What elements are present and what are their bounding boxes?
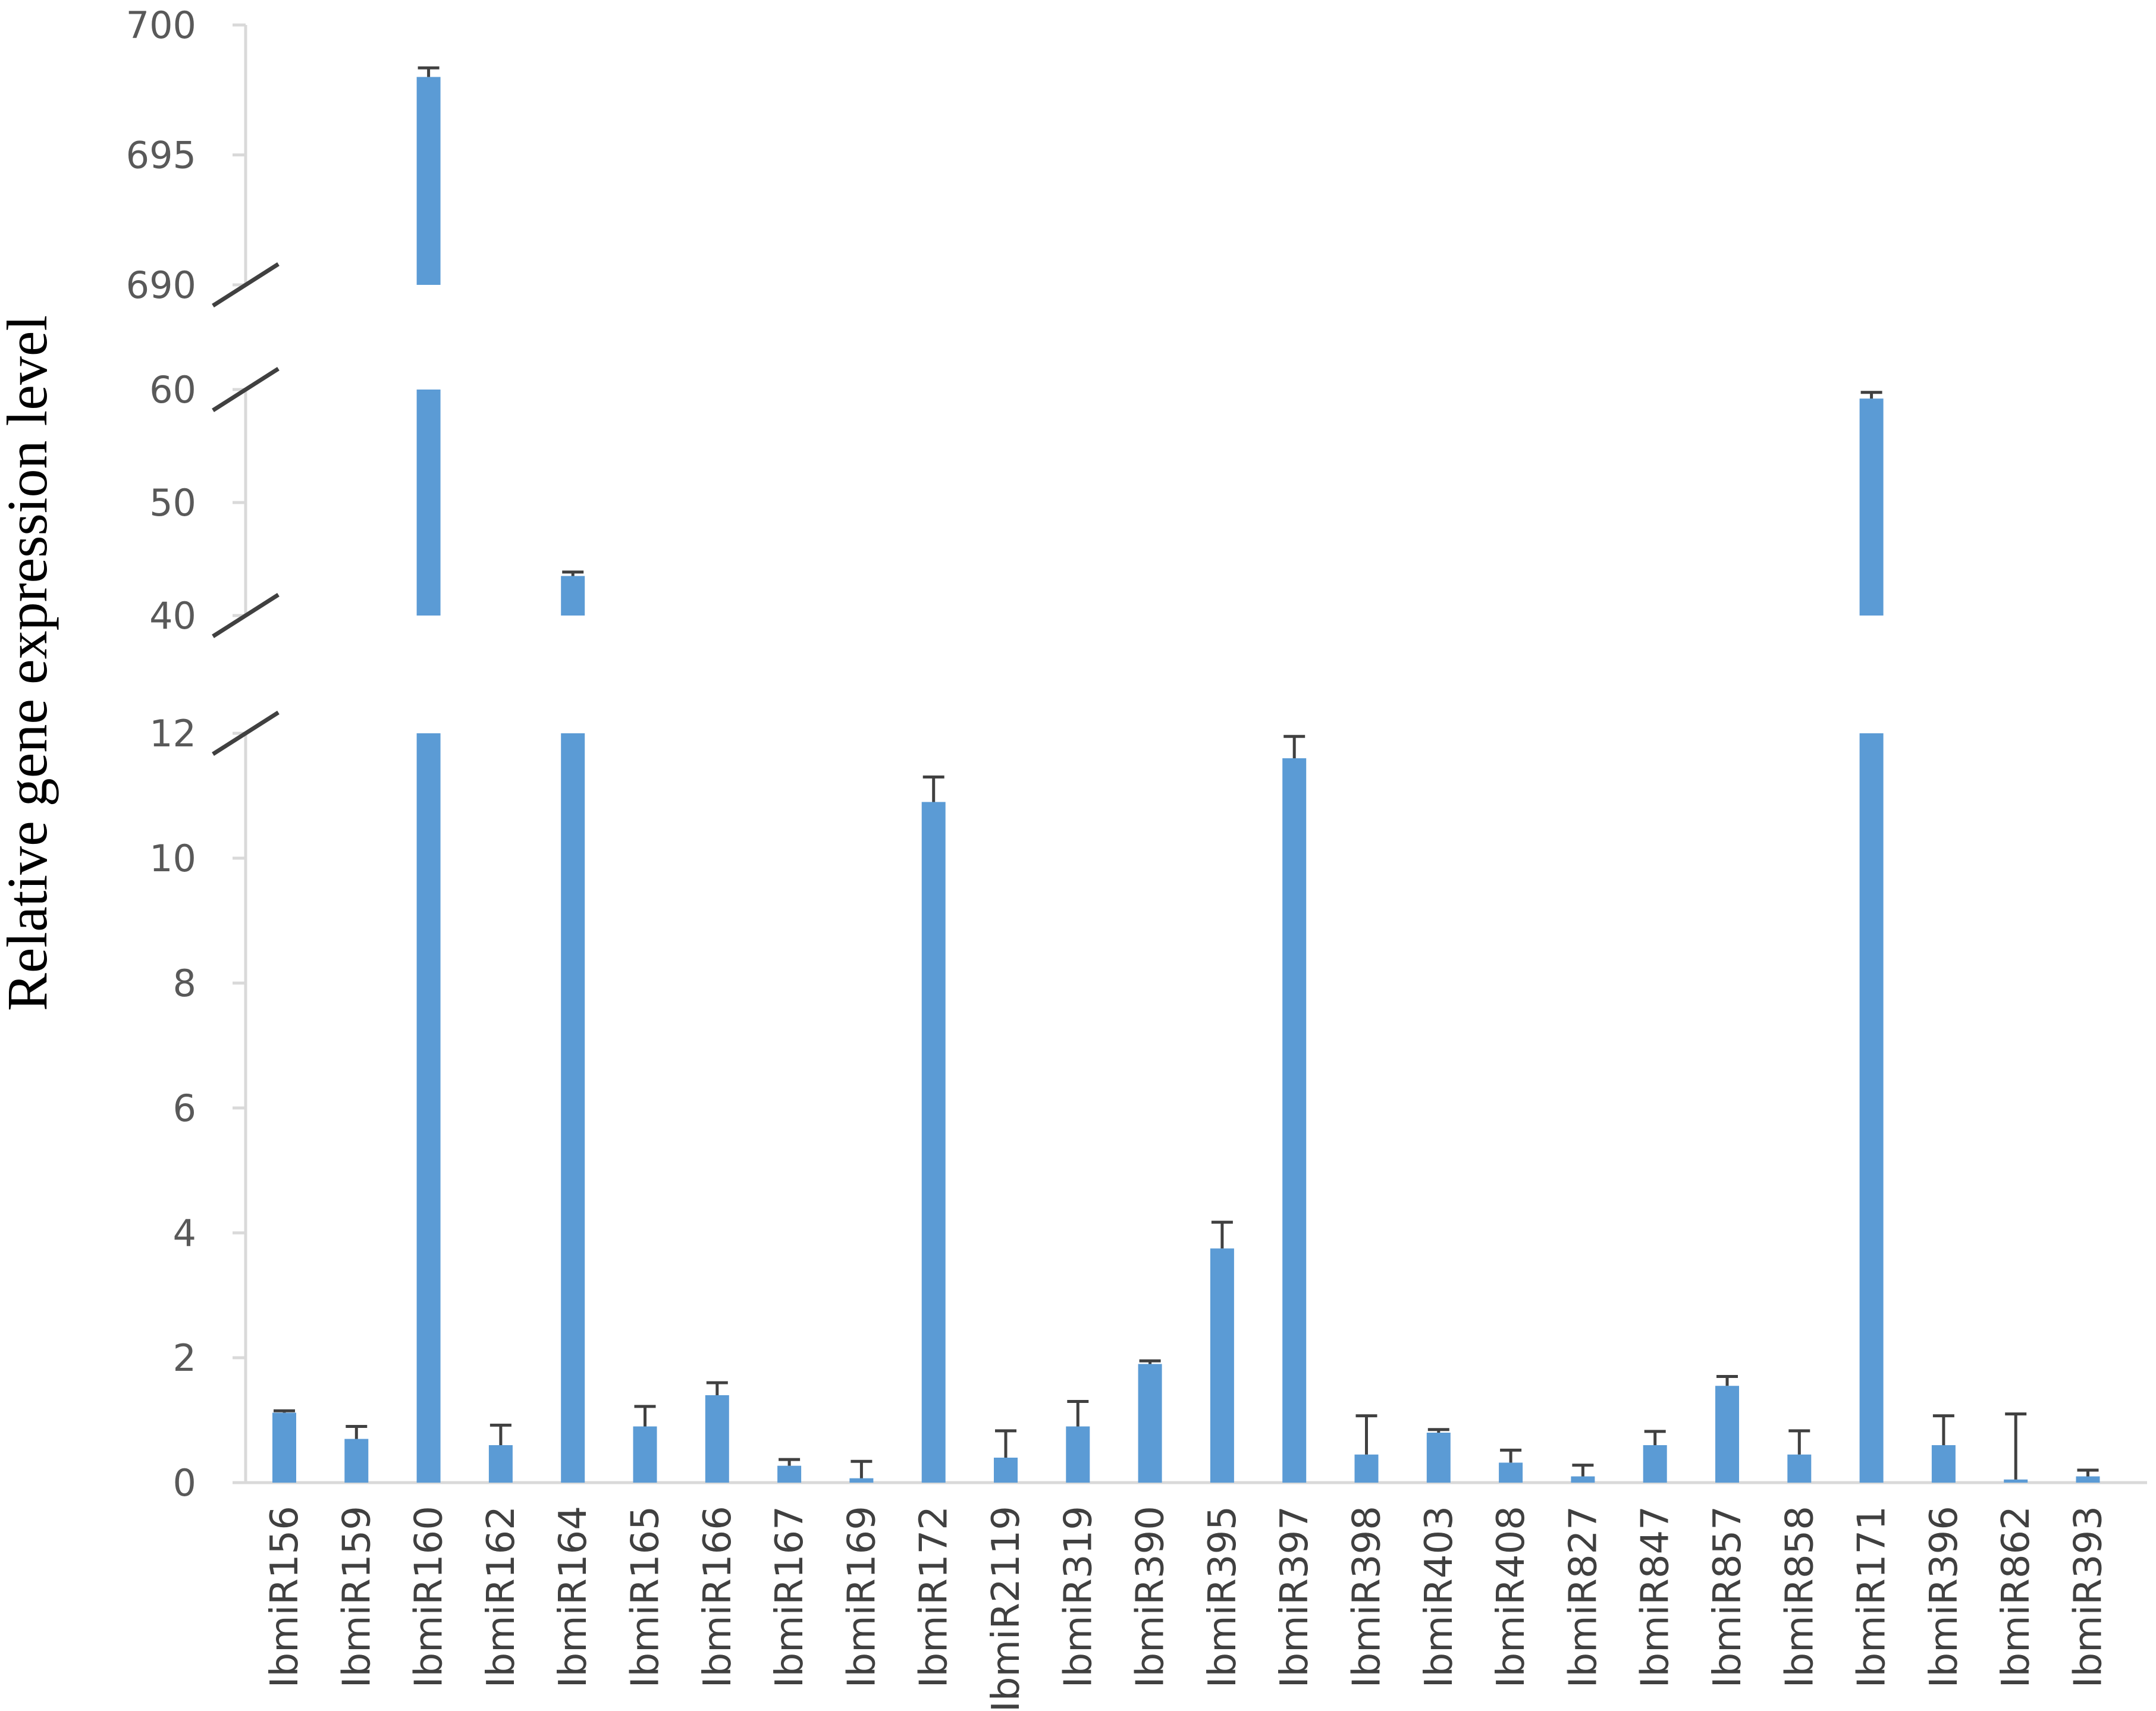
x-tick-label: IbmiR171 (1850, 1506, 1894, 1688)
x-axis-labels: IbmiR156 IbmiR159 IbmiR160 IbmiR162 IbmiR164… (263, 1506, 2111, 1711)
x-tick-label: IbmiR172 (912, 1506, 956, 1688)
x-tick-label: IbmiR862 (1994, 1506, 2038, 1688)
x-tick-label: IbmiR166 (696, 1506, 740, 1688)
bar (994, 1458, 1018, 1483)
y-tick-label: 6 (173, 1087, 196, 1130)
bar (1138, 1364, 1162, 1483)
x-tick-label: IbmiR167 (768, 1506, 812, 1688)
bar (416, 77, 441, 285)
bar (1282, 758, 1307, 1483)
y-tick-label: 4 (173, 1211, 196, 1255)
y-tick-label: 690 (126, 263, 196, 307)
x-tick-label: IbmiR162 (479, 1506, 523, 1688)
x-tick-label: IbmiR160 (407, 1506, 451, 1688)
bar (1499, 1462, 1523, 1483)
y-axis-label: Relative gene expression level (0, 315, 59, 1011)
error-bars (274, 66, 2099, 1480)
bar (1643, 1445, 1667, 1483)
bar (2076, 1476, 2100, 1483)
x-tick-label: IbmiR2119 (984, 1506, 1028, 1711)
bar (344, 1439, 369, 1483)
y-tick-label: 10 (149, 837, 196, 880)
bar (1859, 398, 1884, 616)
axis-break-mark (212, 367, 280, 412)
bar (1715, 1386, 1739, 1483)
x-tick-label: IbmiR397 (1273, 1506, 1317, 1688)
axis-break-mark (212, 262, 280, 307)
y-axis: 0 2 4 6 8 10 12 40 50 60 690 695 700 (126, 4, 2147, 1505)
bar (633, 1426, 657, 1483)
x-tick-label: IbmiR156 (263, 1506, 307, 1688)
bars (272, 77, 2100, 1483)
y-tick-label: 60 (149, 368, 196, 412)
bar (849, 1478, 874, 1483)
x-tick-label: IbmiR403 (1417, 1506, 1461, 1688)
bar (1859, 733, 1884, 1483)
x-tick-label: IbmiR396 (1922, 1506, 1966, 1688)
x-tick-label: IbmiR398 (1345, 1506, 1389, 1688)
x-tick-label: IbmiR395 (1201, 1506, 1245, 1688)
y-tick-label: 695 (126, 134, 196, 177)
bar (416, 390, 441, 616)
x-tick-label: IbmiR319 (1056, 1506, 1100, 1688)
bar (1066, 1426, 1090, 1483)
bar (1354, 1454, 1379, 1483)
bar (416, 733, 441, 1483)
bar (1787, 1454, 1812, 1483)
x-tick-label: IbmiR827 (1561, 1506, 1605, 1688)
bar (1931, 1445, 1956, 1483)
bar (1571, 1476, 1595, 1483)
bar (561, 733, 585, 1483)
x-tick-label: IbmiR164 (551, 1506, 595, 1688)
y-tick-label: 8 (173, 962, 196, 1005)
bar (1426, 1433, 1451, 1483)
x-tick-label: IbmiR390 (1129, 1506, 1173, 1688)
bar (777, 1465, 802, 1483)
bar (561, 576, 585, 616)
bar (2004, 1479, 2028, 1483)
y-tick-label: 2 (173, 1336, 196, 1380)
y-tick-label: 12 (149, 712, 196, 755)
x-tick-label: IbmiR857 (1706, 1506, 1750, 1688)
x-tick-label: IbmiR169 (840, 1506, 884, 1688)
bar (705, 1395, 729, 1483)
x-tick-label: IbmiR858 (1778, 1506, 1822, 1688)
axis-break-mark (212, 711, 280, 756)
bar (272, 1412, 296, 1483)
x-tick-label: IbmiR393 (2067, 1506, 2111, 1688)
x-tick-label: IbmiR159 (335, 1506, 379, 1688)
x-tick-label: IbmiR408 (1489, 1506, 1533, 1688)
bar (921, 802, 946, 1483)
axis-break-mark (212, 593, 280, 638)
bar (488, 1445, 513, 1483)
x-tick-label: IbmiR847 (1634, 1506, 1678, 1688)
y-tick-label: 50 (149, 481, 196, 525)
y-tick-label: 40 (149, 594, 196, 638)
y-tick-label: 700 (126, 4, 196, 47)
bar (1210, 1248, 1234, 1483)
y-tick-label: 0 (173, 1461, 196, 1505)
x-tick-label: IbmiR165 (624, 1506, 668, 1688)
